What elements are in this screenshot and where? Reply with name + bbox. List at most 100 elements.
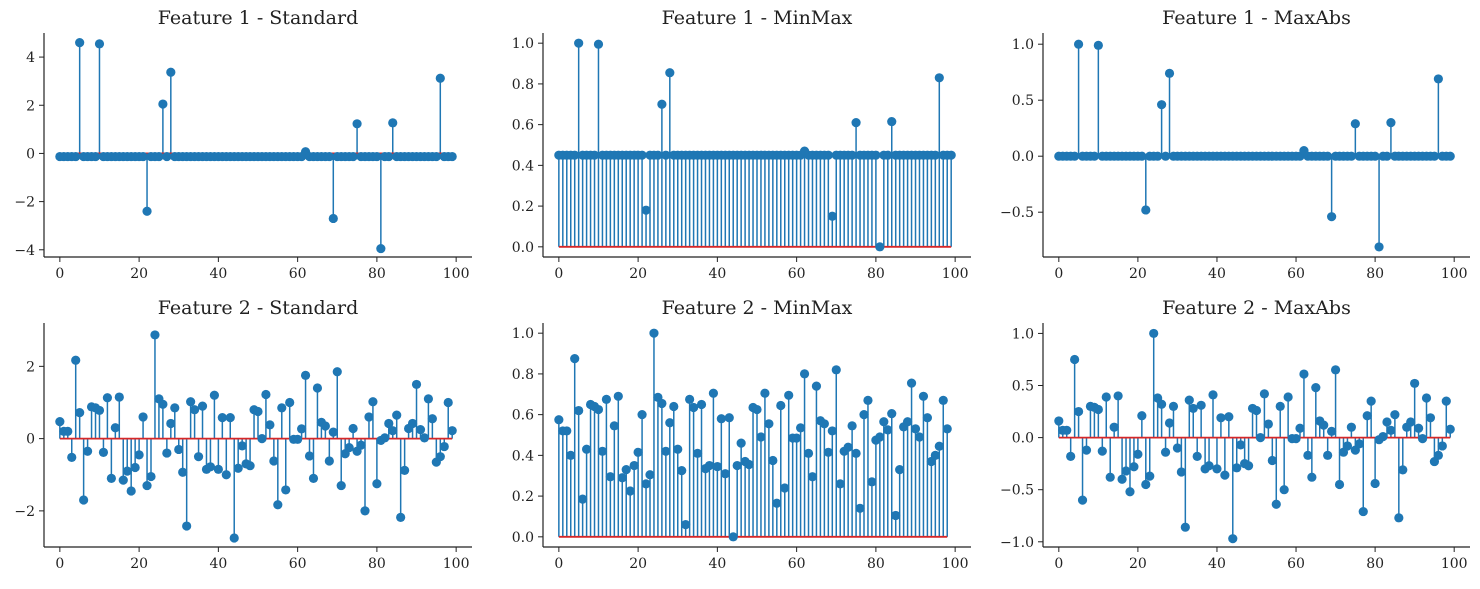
stem-marker xyxy=(1441,396,1451,406)
stem-marker xyxy=(934,73,944,83)
stem-marker xyxy=(71,355,81,365)
stem-marker xyxy=(348,151,358,162)
stem-marker xyxy=(348,423,358,434)
y-tick-label: 1.0 xyxy=(1012,326,1034,342)
stem-marker xyxy=(1196,400,1206,410)
stem-marker xyxy=(1346,151,1356,161)
stem-marker xyxy=(1327,212,1337,222)
stem-marker xyxy=(906,378,917,388)
chart-panel-4: Feature 2 - Standard 0 20 40 60 80 100 −2 0 2 xyxy=(14,297,472,572)
stem-marker xyxy=(178,467,188,477)
stem-marker xyxy=(1307,472,1317,482)
stem-marker xyxy=(653,150,663,160)
stem-marker xyxy=(1113,391,1123,401)
stem-marker xyxy=(1172,443,1183,453)
stem-marker xyxy=(871,150,881,160)
y-tick-label: 0.2 xyxy=(512,489,534,505)
stem-marker xyxy=(1117,474,1127,484)
stem-marker xyxy=(685,394,695,404)
stem-marker xyxy=(285,397,295,408)
stem-marker xyxy=(158,99,168,109)
y-tick-label: −2 xyxy=(14,195,35,211)
stem-marker xyxy=(162,151,172,162)
y-tick-label: 0.4 xyxy=(512,448,534,464)
stem-marker xyxy=(419,433,430,443)
stem-marker xyxy=(308,473,319,483)
stem-marker xyxy=(312,383,323,393)
stem-marker xyxy=(1267,455,1277,466)
stem-marker xyxy=(1054,416,1064,426)
stem-marker xyxy=(336,480,346,491)
x-tick-label: 40 xyxy=(1208,556,1226,572)
x-tick-label: 0 xyxy=(554,266,563,282)
stem-marker xyxy=(265,420,275,430)
stem-marker xyxy=(411,379,422,390)
stem-marker xyxy=(574,405,584,416)
stem-marker xyxy=(281,485,291,495)
stem-marker xyxy=(261,389,271,400)
stem-marker xyxy=(661,446,671,456)
stem-marker xyxy=(1275,401,1285,411)
stem-marker xyxy=(867,477,877,487)
stem-marker xyxy=(776,400,786,411)
stem-marker xyxy=(257,434,267,444)
x-tick-label: 20 xyxy=(629,266,647,282)
stem-marker xyxy=(435,452,445,462)
stem-marker xyxy=(795,423,806,433)
stem-marker xyxy=(126,486,136,496)
stem-marker xyxy=(1153,151,1163,161)
stem-marker xyxy=(625,486,635,496)
x-tick-label: 60 xyxy=(1287,266,1305,282)
stem-marker xyxy=(1346,422,1356,432)
stem-marker xyxy=(657,398,667,409)
stem-marker xyxy=(407,418,418,429)
stem-marker xyxy=(1327,426,1337,436)
stem-marker xyxy=(364,412,374,422)
x-tick-label: 80 xyxy=(368,556,386,572)
stem-marker xyxy=(245,461,255,471)
stem-marker xyxy=(934,441,944,451)
stem-marker xyxy=(1429,151,1440,161)
stem-marker xyxy=(712,461,722,472)
stem-lines xyxy=(558,43,952,247)
stem-marker xyxy=(677,466,687,476)
stem-marker xyxy=(1323,151,1333,161)
stem-marker xyxy=(277,403,287,413)
stem-markers xyxy=(1054,39,1455,252)
y-tick-label: 0.8 xyxy=(512,367,534,383)
stem-marker xyxy=(823,150,833,160)
stem-marker xyxy=(229,533,239,543)
stem-marker xyxy=(158,399,168,409)
stem-marker xyxy=(1133,449,1143,459)
y-tick-label: −4 xyxy=(14,243,35,259)
y-tick-label: 0.0 xyxy=(512,240,534,256)
stem-marker xyxy=(237,441,247,451)
stem-marker xyxy=(696,399,707,410)
stem-marker xyxy=(1354,439,1364,449)
x-tick-label: 80 xyxy=(1366,266,1384,282)
stem-marker xyxy=(1271,499,1281,509)
stem-marker xyxy=(665,418,675,428)
stem-marker xyxy=(673,444,683,454)
stem-marker xyxy=(720,469,730,479)
stem-marker xyxy=(166,418,176,429)
stem-marker xyxy=(831,365,841,375)
stem-marker xyxy=(213,464,223,474)
stem-marker xyxy=(388,426,398,436)
stem-marker xyxy=(875,242,885,252)
stem-marker xyxy=(1386,118,1396,128)
stem-marker xyxy=(1323,450,1333,460)
stem-marker xyxy=(439,441,449,452)
stem-marker xyxy=(637,410,647,420)
stem-marker xyxy=(1145,471,1155,481)
stem-marker xyxy=(621,465,631,475)
x-tick-label: 20 xyxy=(130,266,148,282)
stem-marker xyxy=(688,402,699,413)
stem-marker xyxy=(376,243,386,254)
y-tick-label: 0.0 xyxy=(1012,149,1034,165)
stem-marker xyxy=(578,494,588,504)
stem-marker xyxy=(1109,422,1119,432)
stem-marker xyxy=(570,354,580,364)
stem-marker xyxy=(1433,74,1443,84)
y-tick-label: 0.6 xyxy=(512,118,534,134)
